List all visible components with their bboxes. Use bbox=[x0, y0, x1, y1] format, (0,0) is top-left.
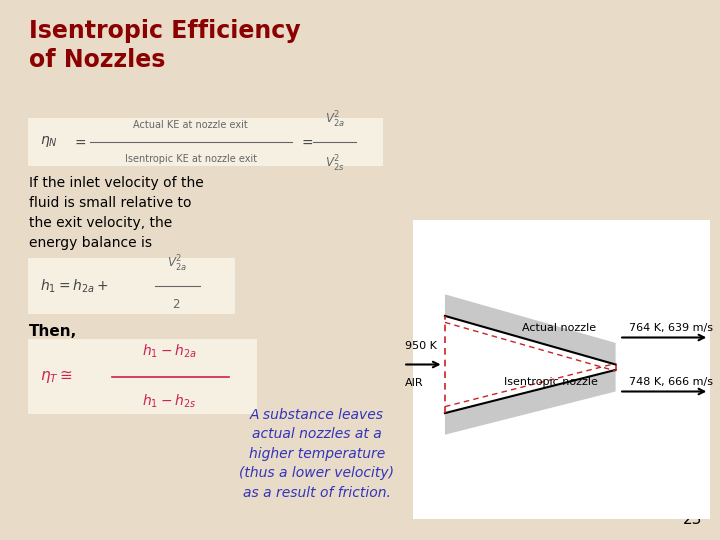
Text: $h_1 = h_{2a} +$: $h_1 = h_{2a} +$ bbox=[40, 278, 108, 295]
FancyBboxPatch shape bbox=[28, 258, 235, 314]
Text: Isentropic KE at nozzle exit: Isentropic KE at nozzle exit bbox=[125, 154, 257, 164]
Text: 23: 23 bbox=[683, 511, 702, 526]
Text: 950 K: 950 K bbox=[405, 341, 436, 351]
Text: 764 K, 639 m/s: 764 K, 639 m/s bbox=[629, 323, 713, 333]
Text: Actual nozzle: Actual nozzle bbox=[522, 323, 596, 333]
Text: $V_{2s}^2$: $V_{2s}^2$ bbox=[325, 154, 344, 174]
Polygon shape bbox=[445, 294, 616, 364]
Text: AIR: AIR bbox=[405, 378, 423, 388]
Text: Then,: Then, bbox=[29, 324, 77, 339]
Text: $\eta_N$: $\eta_N$ bbox=[40, 134, 58, 149]
Text: $=$: $=$ bbox=[299, 135, 314, 148]
Text: 748 K, 666 m/s: 748 K, 666 m/s bbox=[629, 377, 713, 387]
Text: Actual KE at nozzle exit: Actual KE at nozzle exit bbox=[133, 120, 248, 130]
FancyBboxPatch shape bbox=[28, 118, 382, 166]
Text: $h_1 - h_{2a}$: $h_1 - h_{2a}$ bbox=[142, 343, 197, 361]
Polygon shape bbox=[445, 370, 616, 435]
Text: A substance leaves
actual nozzles at a
higher temperature
(thus a lower velocity: A substance leaves actual nozzles at a h… bbox=[239, 408, 395, 500]
FancyBboxPatch shape bbox=[413, 220, 710, 519]
Text: Isentropic Efficiency
of Nozzles: Isentropic Efficiency of Nozzles bbox=[29, 19, 300, 72]
Text: $2$: $2$ bbox=[172, 298, 181, 311]
Text: $V_{2a}^2$: $V_{2a}^2$ bbox=[166, 254, 186, 274]
Text: $V_{2a}^2$: $V_{2a}^2$ bbox=[325, 110, 345, 130]
Text: If the inlet velocity of the
fluid is small relative to
the exit velocity, the
e: If the inlet velocity of the fluid is sm… bbox=[29, 176, 204, 249]
Text: Isentropic nozzle: Isentropic nozzle bbox=[504, 377, 598, 387]
Text: $\eta_T \cong$: $\eta_T \cong$ bbox=[40, 368, 73, 385]
Text: $=$: $=$ bbox=[72, 135, 87, 148]
Text: $h_1 - h_{2s}$: $h_1 - h_{2s}$ bbox=[142, 393, 197, 410]
FancyBboxPatch shape bbox=[28, 339, 256, 414]
